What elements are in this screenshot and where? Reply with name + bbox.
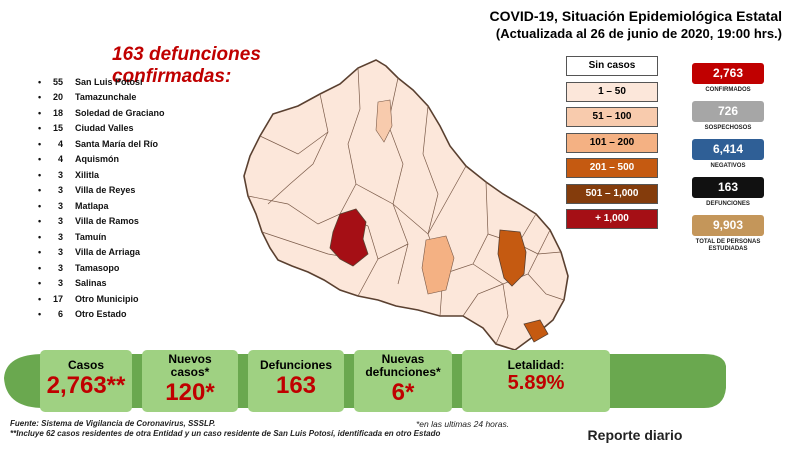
card-new-cases-label: Nuevos casos*: [168, 352, 212, 379]
stat-confirmed-label: CONFIRMADOS: [705, 87, 751, 93]
summary-stats: 2,763 CONFIRMADOS 726 SOSPECHOSOS 6,414 …: [692, 63, 764, 253]
list-item: • 55 San Luis Potosí: [38, 76, 143, 87]
card-new-deaths-value: 6*: [391, 379, 415, 406]
card-cases-value: 2,763**: [46, 372, 126, 399]
legend-item: 501 – 1,000: [566, 183, 658, 204]
region-orange-east: [497, 229, 527, 287]
list-item: • 3 Tamuín: [38, 231, 107, 242]
region-salmon-2: [421, 235, 455, 295]
card-cases-label: Casos: [67, 358, 105, 372]
legend-item: + 1,000: [566, 209, 658, 229]
map-legend: Sin casos 1 – 50 51 – 100 101 – 200 201 …: [566, 56, 658, 235]
list-item: • 3 Xilitla: [38, 169, 100, 180]
map-state-outline: [243, 59, 569, 351]
list-item: • 17 Otro Municipio: [38, 293, 139, 304]
title-line-1: COVID-19, Situación Epidemiológica Estat…: [489, 8, 782, 24]
list-item: • 15 Ciudad Valles: [38, 123, 134, 134]
card-cases: Casos 2,763**: [40, 350, 132, 412]
card-new-deaths: Nuevas defunciones* 6*: [354, 350, 452, 412]
card-deaths-value: 163: [275, 372, 317, 399]
list-item: • 3 Tamasopo: [38, 262, 120, 273]
card-lethality-value: 5.89%: [507, 372, 565, 394]
region-orange-south: [523, 319, 549, 343]
card-lethality-label: Letalidad:: [507, 358, 565, 372]
deaths-heading: 163 defunciones confirmadas:: [112, 44, 261, 87]
card-new-cases: Nuevos casos* 120*: [142, 350, 238, 412]
stat-deaths-label: DEFUNCIONES: [706, 201, 750, 207]
legend-item: Sin casos: [566, 56, 658, 76]
stat-total-label: TOTAL DE PERSONAS ESTUDIADAS: [695, 239, 761, 252]
legend-item: 201 – 500: [566, 158, 658, 178]
stat-deaths-value: 163: [692, 177, 764, 198]
stat-suspected-label: SOSPECHOSOS: [704, 125, 752, 131]
legend-item: 101 – 200: [566, 132, 658, 153]
list-item: • 3 Villa de Arriaga: [38, 247, 141, 258]
region-san-luis-potosi: [329, 208, 369, 267]
legend-item: 1 – 50: [566, 81, 658, 102]
title-line-2: (Actualizada al 26 de junio de 2020, 19:…: [495, 26, 782, 41]
list-item: • 3 Salinas: [38, 278, 107, 289]
stat-negative-label: NEGATIVOS: [710, 163, 746, 169]
footer-source: Fuente: Sistema de Vigilancia de Coronav…: [10, 419, 216, 428]
footer-notes: Fuente: Sistema de Vigilancia de Coronav…: [10, 419, 480, 439]
municipality-deaths-list: • 55 San Luis Potosí • 20 Tamazunchale • 18 So…: [38, 74, 165, 322]
list-item: • 4 Aquismón: [38, 154, 119, 165]
legend-item: 51 – 100: [566, 107, 658, 127]
card-lethality: Letalidad: 5.89%: [462, 350, 610, 412]
list-item: • 3 Villa de Reyes: [38, 185, 136, 196]
card-deaths: Defunciones 163: [248, 350, 344, 412]
list-item: • 20 Tamazunchale: [38, 92, 137, 103]
list-item: • 3 Matlapa: [38, 200, 109, 211]
list-item: • 18 Soledad de Graciano: [38, 107, 165, 118]
card-new-deaths-label: Nuevas defunciones*: [365, 352, 441, 379]
footer-footnote: *en las ultimas 24 horas.: [416, 419, 510, 429]
list-item: • 3 Villa de Ramos: [38, 216, 139, 227]
report-type-label: Reporte diario: [587, 427, 683, 443]
card-deaths-label: Defunciones: [259, 358, 332, 372]
list-item: • 6 Otro Estado: [38, 309, 127, 320]
state-choropleth-map: [243, 59, 569, 351]
stat-negative-value: 6,414: [692, 139, 764, 160]
region-salmon-1: [375, 99, 393, 143]
report-title: COVID-19, Situación Epidemiológica Estat…: [489, 8, 782, 41]
card-new-cases-value: 120*: [165, 379, 215, 406]
stat-suspected-value: 726: [692, 101, 764, 122]
stat-confirmed-value: 2,763: [692, 63, 764, 84]
stat-total-value: 9,903: [692, 215, 764, 236]
list-item: • 4 Santa María del Río: [38, 138, 159, 149]
footer-note: **Incluye 62 casos residentes de otra En…: [10, 429, 441, 438]
